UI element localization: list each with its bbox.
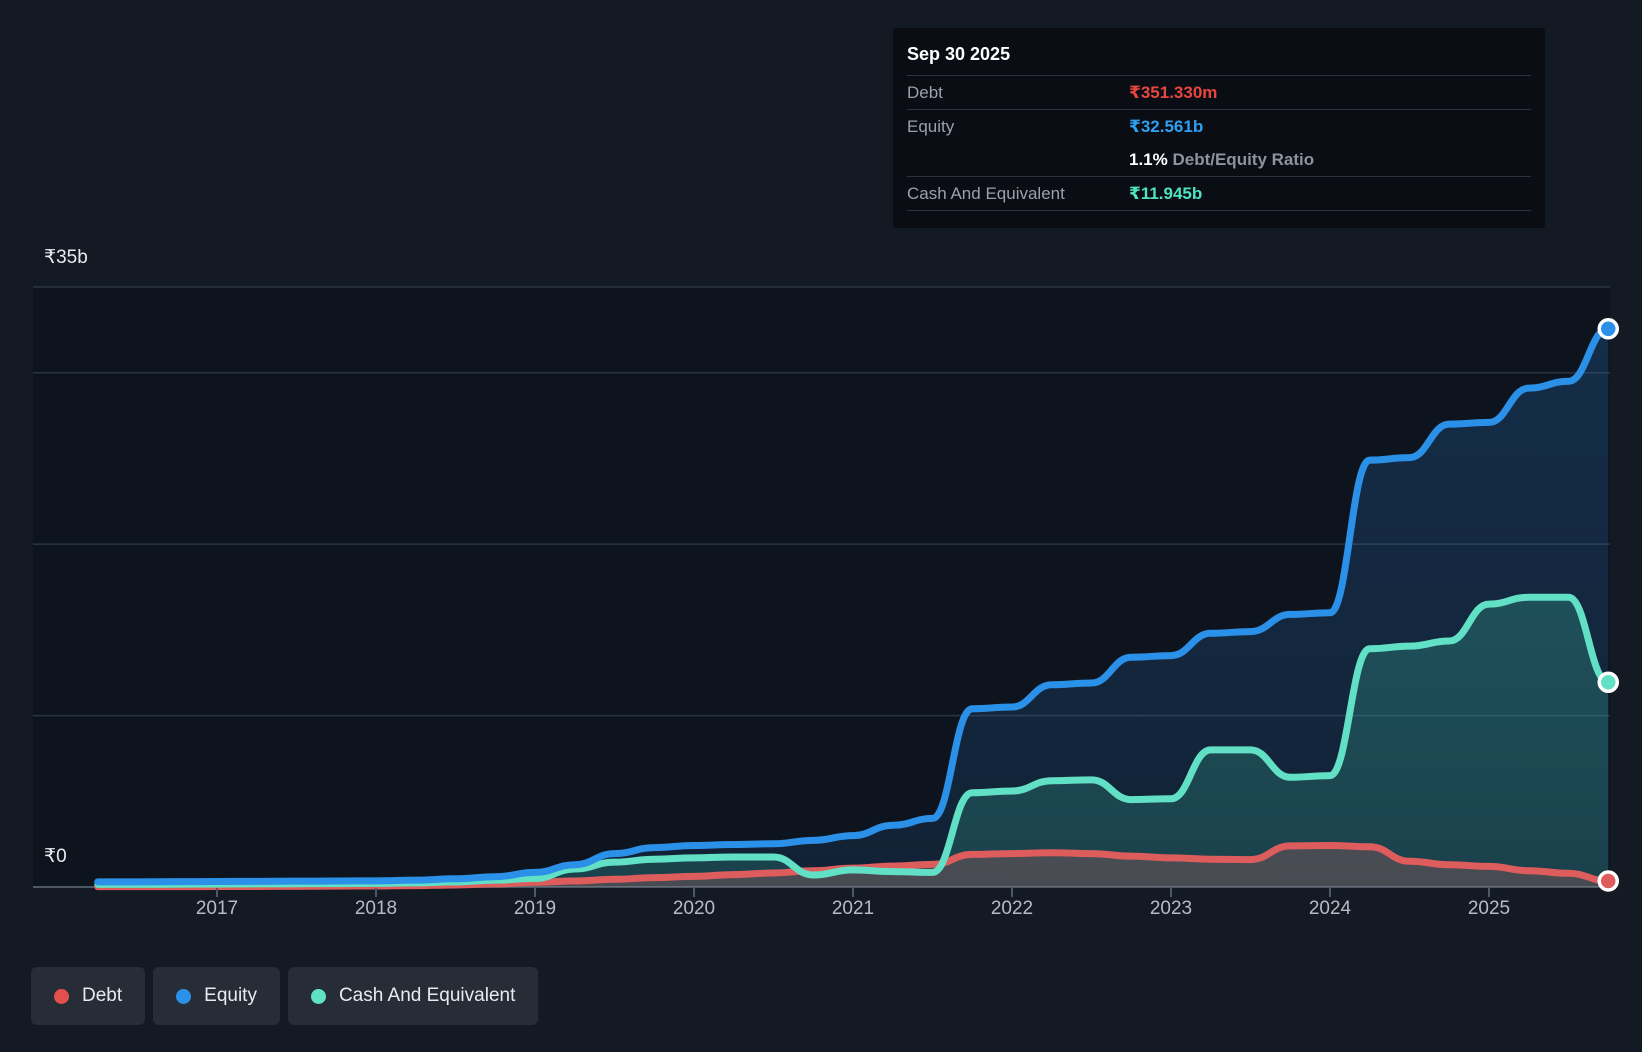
debt-legend-label: Debt (82, 985, 123, 1006)
legend-item-equity[interactable]: Equity (153, 967, 280, 1025)
tooltip-date: Sep 30 2025 (907, 28, 1531, 76)
tooltip-debt-label: Debt (907, 82, 943, 102)
series-layer[interactable] (94, 318, 1619, 892)
tooltip-row-cash: Cash And Equivalent ₹11.945b (907, 177, 1531, 211)
legend-item-debt[interactable]: Debt (31, 967, 146, 1025)
tooltip-equity-label: Equity (907, 116, 955, 136)
x-axis-ticks (216, 888, 1490, 897)
tooltip-row-equity: Equity ₹32.561b (907, 110, 1531, 143)
x-axis-label-2019: 2019 (513, 898, 557, 919)
equity-line[interactable] (94, 325, 1612, 886)
x-axis-label-2018: 2018 (354, 898, 398, 919)
cash-and-equivalent-area (97, 597, 1609, 887)
tooltip-equity-value: ₹32.561b (1129, 116, 1204, 136)
equity-legend-dot (176, 988, 192, 1004)
chart-tooltip: Sep 30 2025 Debt ₹351.330m Equity ₹32.56… (893, 28, 1545, 228)
tooltip-debt-value: ₹351.330m (1129, 82, 1218, 102)
debt-endpoint-dot[interactable] (1597, 870, 1619, 892)
x-axis-label-2025: 2025 (1467, 898, 1511, 919)
tooltip-ratio-value: 1.1% (1129, 149, 1168, 169)
tooltip-ratio: 1.1% Debt/Equity Ratio (1129, 150, 1531, 170)
x-axis-label-2022: 2022 (990, 898, 1034, 919)
legend-item-cash[interactable]: Cash And Equivalent (287, 967, 539, 1025)
tooltip-ratio-label: Debt/Equity Ratio (1167, 149, 1315, 169)
tooltip-cash-label: Cash And Equivalent (907, 183, 1065, 203)
chart-legend: Debt Equity Cash And Equivalent (31, 967, 539, 1025)
x-axis-label-2023: 2023 (1149, 898, 1193, 919)
x-axis-label-2017: 2017 (195, 898, 239, 919)
cash-legend-dot (310, 988, 326, 1004)
x-axis-label-2021: 2021 (831, 898, 875, 919)
debt-area (97, 845, 1609, 887)
x-axis-label-2020: 2020 (672, 898, 716, 919)
equity-endpoint-dot[interactable] (1597, 318, 1619, 340)
tooltip-row-debt: Debt ₹351.330m (907, 76, 1531, 110)
tooltip-row-ratio: 1.1% Debt/Equity Ratio (907, 143, 1531, 177)
equity-legend-label: Equity (204, 985, 257, 1006)
tooltip-cash-value: ₹11.945b (1129, 183, 1203, 203)
debt-legend-dot (54, 988, 69, 1004)
y-axis-label-zero: ₹0 (44, 846, 67, 867)
cash-and-equivalent-endpoint-dot[interactable] (1597, 671, 1619, 693)
x-axis-label-2024: 2024 (1308, 898, 1352, 919)
cash-legend-label: Cash And Equivalent (338, 985, 516, 1006)
y-axis-label-max: ₹35b (44, 247, 88, 268)
